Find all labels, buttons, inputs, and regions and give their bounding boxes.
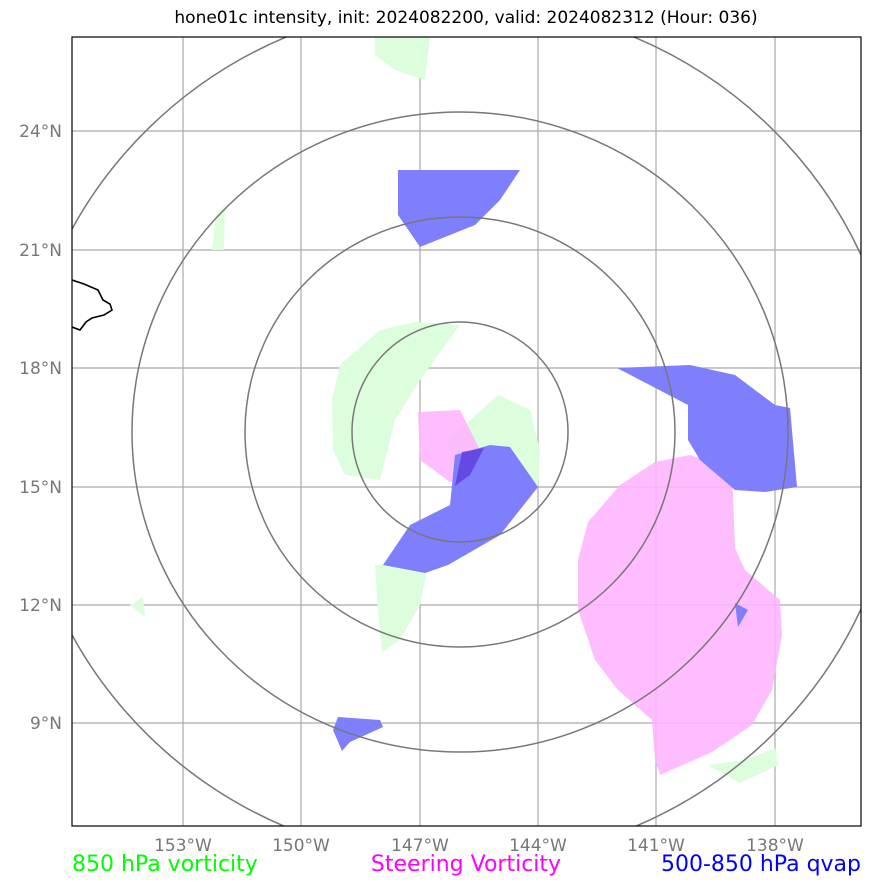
vorticity-area-south — [375, 560, 427, 652]
lon-label-141: 141°W — [627, 836, 685, 856]
qvap-area-small-east — [735, 603, 748, 627]
vorticity-area-northwest — [212, 205, 225, 250]
lat-label-12: 12°N — [19, 596, 62, 616]
qvap-area-southwest — [333, 717, 383, 751]
lon-label-153: 153°W — [154, 836, 212, 856]
lon-label-144: 144°W — [509, 836, 567, 856]
lon-label-150: 150°W — [272, 836, 330, 856]
range-rings — [72, 37, 861, 826]
qvap-area-north — [398, 170, 520, 247]
qvap-area-east — [617, 365, 797, 492]
lon-label-138: 138°W — [746, 836, 804, 856]
lat-label-18: 18°N — [19, 359, 62, 379]
lat-label-9: 9°N — [30, 714, 62, 734]
lat-label-24: 24°N — [19, 122, 62, 142]
steering-area-east — [578, 455, 782, 775]
vorticity-area-center-west — [332, 322, 460, 480]
qvap-area-center — [383, 445, 538, 573]
range-ring-1 — [351, 321, 569, 543]
qvap-areas — [333, 170, 797, 751]
qvap-overlap-core — [455, 448, 484, 486]
legend-steering-vorticity: Steering Vorticity — [370, 852, 562, 877]
longitude-labels: 153°W 150°W 147°W 144°W 141°W 138°W — [154, 836, 804, 856]
vorticity-area-southeast — [708, 748, 778, 783]
coastline — [72, 279, 113, 331]
legend-850-vorticity: 850 hPa vorticity — [72, 852, 258, 877]
map-title: hone01c intensity, init: 2024082200, val… — [174, 8, 758, 28]
vorticity-area-north — [375, 37, 430, 80]
legend-qvap: 500-850 hPa qvap — [660, 852, 861, 877]
plot-frame — [71, 36, 862, 827]
lon-label-147: 147°W — [391, 836, 449, 856]
lat-label-21: 21°N — [19, 241, 62, 261]
range-ring-3 — [131, 111, 789, 753]
vorticity-area-west — [130, 597, 145, 617]
range-ring-2 — [244, 216, 676, 648]
latitude-labels: 24°N 21°N 18°N 15°N 12°N 9°N — [19, 122, 62, 734]
lat-label-15: 15°N — [19, 478, 62, 498]
